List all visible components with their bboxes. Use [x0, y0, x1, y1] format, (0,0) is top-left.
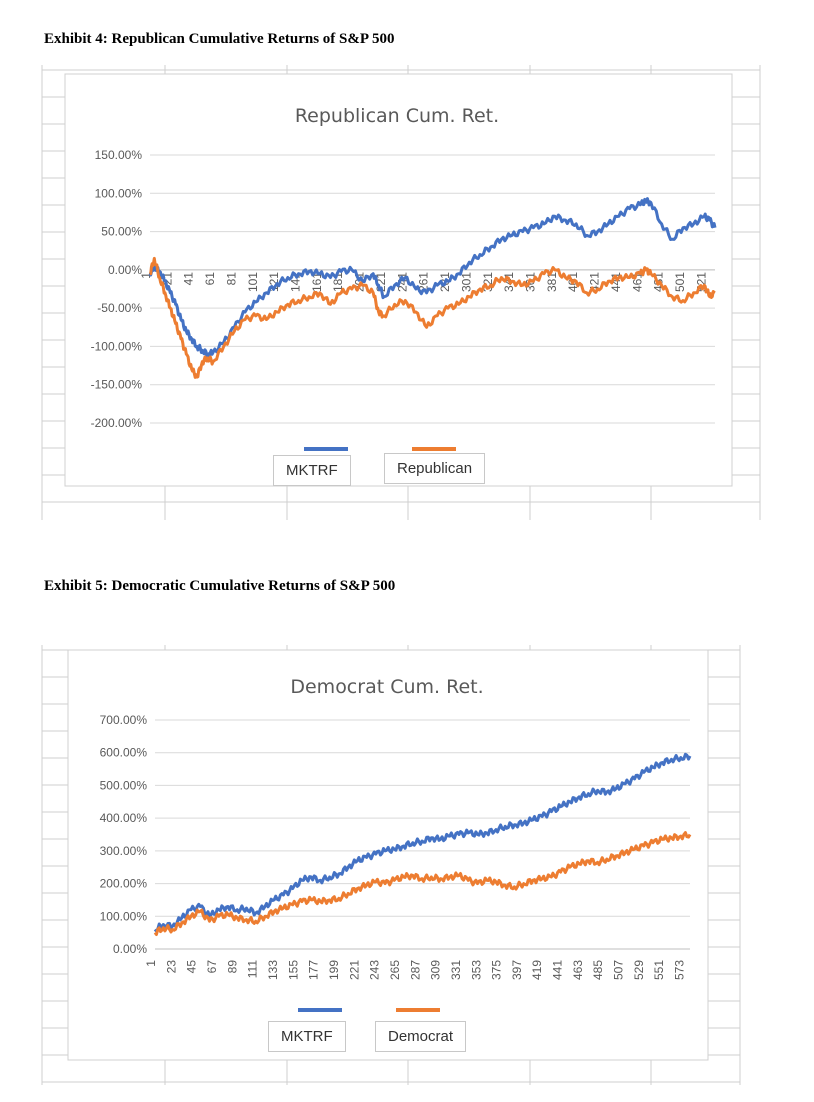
- x-tick-label: 155: [286, 960, 300, 980]
- x-tick-label: 463: [571, 960, 585, 980]
- x-tick-label: 381: [545, 272, 559, 292]
- legend-mktrf-label: MKTRF: [273, 455, 351, 486]
- series-line-democrat: [153, 831, 692, 936]
- x-tick-label: 309: [429, 960, 443, 980]
- y-tick-label: 100.00%: [100, 909, 148, 923]
- legend-democrat-label: Democrat: [375, 1021, 467, 1052]
- x-tick-label: 221: [347, 960, 361, 980]
- x-tick-label: 353: [469, 960, 483, 980]
- y-tick-label: 400.00%: [100, 811, 148, 825]
- x-tick-label: 23: [164, 960, 178, 974]
- x-tick-label: 243: [368, 960, 382, 980]
- x-tick-label: 111: [246, 960, 260, 979]
- x-tick-label: 529: [632, 960, 646, 980]
- legend-mktrf-label-2: MKTRF: [268, 1021, 346, 1052]
- x-tick-label: 161: [310, 272, 324, 292]
- x-tick-label: 287: [408, 960, 422, 980]
- y-tick-label: -150.00%: [91, 378, 143, 392]
- democrat-chart: Democrat Cum. Ret. 700.00% 600.00% 500.00% 4…: [41, 645, 741, 1085]
- series-line-republican: [149, 256, 716, 379]
- x-tick-label: 441: [551, 960, 565, 980]
- x-tick-label: 199: [327, 960, 341, 980]
- x-tick-label: 501: [673, 272, 687, 292]
- x-tick-label: 177: [307, 960, 321, 980]
- exhibit-5-title: Exhibit 5: Democratic Cumulative Returns…: [44, 578, 396, 594]
- x-tick-label: 61: [203, 272, 217, 286]
- legend-republican-label: Republican: [384, 453, 486, 484]
- x-tick-label: 485: [591, 960, 605, 980]
- chart-title: Republican Cum. Ret.: [295, 105, 499, 127]
- x-tick-label: 551: [652, 960, 666, 980]
- exhibit-4-title: Exhibit 4: Republican Cumulative Returns…: [44, 31, 395, 47]
- x-tick-label: 507: [612, 960, 626, 980]
- x-tick-label: 261: [417, 272, 431, 292]
- y-tick-label: 0.00%: [108, 263, 142, 277]
- x-tick-label: 101: [246, 272, 260, 292]
- x-tick-label: 133: [266, 960, 280, 980]
- y-tick-label: 500.00%: [100, 778, 148, 792]
- y-tick-label: 700.00%: [100, 713, 148, 727]
- y-tick-label: -200.00%: [91, 416, 143, 430]
- x-tick-label: 573: [673, 960, 687, 980]
- x-tick-label: 397: [510, 960, 524, 980]
- republican-chart: Republican Cum. Ret. 150.00% 100.00% 50.00%…: [41, 65, 761, 520]
- x-tick-label: 81: [224, 272, 238, 286]
- x-tick-label: 1: [139, 272, 153, 279]
- chart-title: Democrat Cum. Ret.: [290, 676, 483, 698]
- x-tick-label: 301: [459, 272, 473, 292]
- y-tick-label: 50.00%: [101, 225, 142, 239]
- chart-frame: [67, 649, 709, 1061]
- x-tick-label: 89: [225, 960, 239, 974]
- y-tick-label: -50.00%: [97, 301, 142, 315]
- y-tick-label: 300.00%: [100, 844, 148, 858]
- y-tick-label: 150.00%: [95, 148, 143, 162]
- x-tick-label: 67: [205, 960, 219, 974]
- x-tick-label: 419: [530, 960, 544, 980]
- y-tick-label: 200.00%: [100, 877, 148, 891]
- series-line-mktrf: [153, 752, 692, 933]
- series-line-mktrf: [148, 197, 717, 359]
- y-tick-label: 100.00%: [95, 186, 143, 200]
- x-tick-label: 41: [182, 272, 196, 286]
- x-tick-label: 1: [144, 960, 158, 967]
- x-tick-label: 331: [449, 960, 463, 980]
- y-tick-label: 600.00%: [100, 746, 148, 760]
- x-tick-label: 375: [490, 960, 504, 980]
- x-tick-label: 265: [388, 960, 402, 980]
- y-tick-label: -100.00%: [91, 339, 143, 353]
- x-tick-label: 45: [185, 960, 199, 974]
- y-tick-label: 0.00%: [113, 942, 147, 956]
